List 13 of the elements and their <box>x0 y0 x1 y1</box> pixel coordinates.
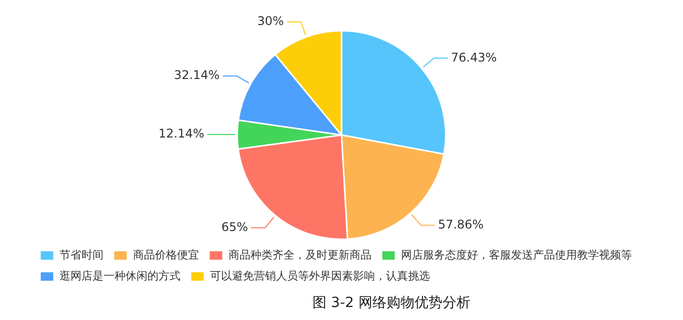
data-label: 76.43% <box>451 50 497 64</box>
legend-label: 可以避免营销人员等外界因素影响，认真挑选 <box>210 269 430 282</box>
caption: 图 3-2 网络购物优势分析 <box>312 294 472 313</box>
data-label: 57.86% <box>438 217 484 232</box>
legend-label: 节省时间 <box>60 248 104 262</box>
data-label: 32.14% <box>174 68 220 82</box>
data-label: 30% <box>257 14 284 28</box>
legend-label: 逛网店是一种休闲的方式 <box>60 269 180 282</box>
data-label: 12.14% <box>158 126 204 141</box>
data-label: 65% <box>221 220 248 234</box>
legend-label: 商品价格便宜 <box>133 248 199 262</box>
legend-label: 商品种类齐全，及时更新商品 <box>228 248 372 262</box>
legend-label: 网店服务态度好，客服发送产品使用教学视频等 <box>401 248 632 262</box>
